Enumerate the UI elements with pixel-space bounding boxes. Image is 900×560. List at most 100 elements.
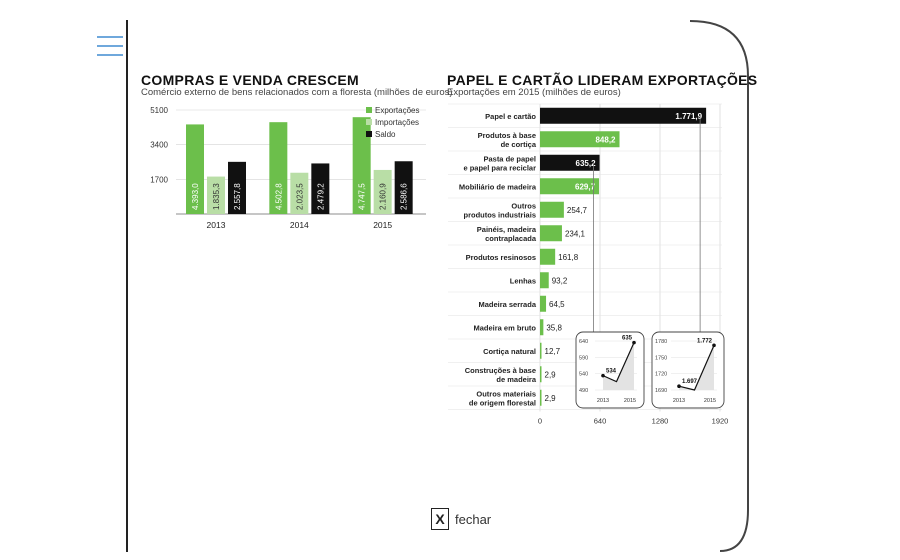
chart-1-legend-label: Importações — [375, 118, 419, 127]
chart-2-data-label: 635,2 — [576, 159, 597, 168]
chart-2-category-label: Produtos à base — [478, 131, 536, 140]
chart-2-bar — [540, 225, 562, 242]
inset-y-tick-label: 540 — [579, 372, 588, 378]
chart-2-x-tick-label: 1920 — [712, 417, 729, 426]
menu-icon[interactable] — [97, 36, 123, 56]
chart-1-data-label: 2.023,5 — [295, 183, 304, 210]
chart-2-category-label: Madeira em bruto — [473, 323, 536, 332]
chart-1-data-label: 2.479,2 — [316, 183, 325, 210]
inset-x-tick-label: 2013 — [673, 398, 685, 404]
chart-2-svg: 0 640 1280 1920 Papel e cartão 1.771,9 Produto… — [448, 103, 729, 426]
chart-1-bar — [228, 161, 246, 214]
chart-2-data-label: 1.771,9 — [675, 112, 702, 121]
chart-2-category-label: Produtos resinosos — [466, 253, 536, 262]
inset-point — [601, 373, 605, 378]
chart-2-data-label: 64,5 — [549, 300, 565, 309]
chart-1-title: COMPRAS E VENDA CRESCEM — [141, 72, 359, 88]
chart-1-bar — [207, 176, 225, 214]
chart-2-x-tick-label: 640 — [594, 417, 607, 426]
chart-2-category-label: produtos industriais — [463, 210, 536, 219]
chart-2-category-label: contraplacada — [485, 234, 537, 243]
inset-x-tick-label: 2015 — [624, 398, 636, 404]
inset-data-label: 534 — [606, 369, 617, 375]
chart-1-legend-label: Saldo — [375, 130, 396, 139]
inset-y-tick-label: 1690 — [655, 388, 667, 394]
inset-y-tick-label: 1750 — [655, 355, 667, 361]
chart-2-bar — [540, 272, 549, 289]
chart-1-legend-swatch — [366, 119, 372, 125]
chart-2-bar — [540, 319, 544, 336]
chart-1-bar — [186, 124, 204, 214]
chart-1-y-tick-label: 3400 — [150, 141, 168, 150]
inset-y-tick-label: 490 — [579, 388, 588, 394]
inset-x-tick-label: 2013 — [597, 398, 609, 404]
inset-line — [602, 342, 635, 383]
chart-2-category-label: Outros materiais — [476, 389, 536, 398]
chart-1-data-label: 4.502,8 — [274, 183, 283, 210]
chart-1-bar — [394, 161, 413, 214]
chart-2-category-label: Papel e cartão — [485, 112, 536, 121]
chart-1-data-label: 4.393,0 — [191, 183, 200, 210]
chart-2-category-label: Mobiliário de madeira — [459, 182, 537, 191]
inset-point — [712, 343, 716, 348]
panel-corner-frame — [690, 20, 749, 552]
inset-y-tick-label: 1780 — [655, 339, 667, 345]
chart-2-category-label: de origem florestal — [469, 398, 536, 407]
chart-1-bar — [352, 117, 371, 214]
chart-1-bar — [311, 163, 330, 214]
left-border-line — [126, 20, 128, 552]
chart-2-bar — [540, 366, 542, 383]
chart-1-legend-swatch — [366, 131, 372, 137]
chart-2-data-label: 2,9 — [545, 394, 557, 403]
chart-1-bar — [373, 169, 392, 214]
chart-2-data-label: 161,8 — [558, 253, 579, 262]
chart-1-data-label: 2.557,8 — [233, 183, 242, 210]
chart-1-data-label: 1.835,3 — [212, 183, 221, 210]
chart-2-category-label: de madeira — [496, 375, 536, 384]
chart-1-bar — [269, 122, 288, 214]
chart-1-data-label: 2.586,6 — [400, 183, 409, 210]
inset-point — [632, 340, 636, 345]
chart-1-data-label: 4.747,5 — [358, 183, 367, 210]
chart-1-legend-label: Exportações — [375, 106, 419, 115]
chart-2-data-label: 35,8 — [546, 323, 562, 332]
inset-line — [678, 345, 715, 391]
chart-2-category-label: Cortiça natural — [483, 347, 536, 356]
chart-2-bar — [540, 131, 620, 148]
chart-1-x-tick-label: 2015 — [373, 220, 392, 230]
chart-1-svg: 5100 3400 1700 4.393,0 1.835,3 2.557,8 2013 4.5… — [150, 106, 426, 230]
chart-1-legend-swatch — [366, 107, 372, 113]
chart-2-x-tick-label: 1280 — [652, 417, 669, 426]
chart-2-bar — [540, 154, 600, 171]
inset-y-tick-label: 590 — [579, 355, 588, 361]
chart-2-data-label: 234,1 — [565, 229, 586, 238]
close-button[interactable]: X fechar — [431, 508, 491, 530]
inset-x-tick-label: 2015 — [704, 398, 716, 404]
chart-2-category-label: Pasta de papel — [483, 154, 536, 163]
chart-2-bar — [540, 178, 600, 195]
chart-2-category-label: Painéis, madeira — [477, 225, 537, 234]
chart-2-category-label: Lenhas — [510, 276, 536, 285]
inset-y-tick-label: 1720 — [655, 372, 667, 378]
inset-y-tick-label: 640 — [579, 339, 588, 345]
inset-area — [603, 342, 634, 390]
chart-2-category-label: Construções à base — [465, 366, 536, 375]
chart-1-subtitle: Comércio externo de bens relacionados co… — [141, 87, 453, 98]
close-icon: X — [431, 508, 449, 530]
chart-1-x-tick-label: 2014 — [290, 220, 309, 230]
chart-2-category-label: Outros — [511, 201, 536, 210]
chart-2-subtitle: Exportações em 2015 (milhões de euros) — [447, 87, 621, 98]
inset-point — [677, 384, 681, 388]
inset-data-label: 635 — [622, 336, 633, 342]
chart-2-data-label: 629,7 — [575, 182, 596, 191]
chart-2-data-label: 254,7 — [567, 206, 588, 215]
chart-1-data-label: 2.160,9 — [379, 183, 388, 210]
inset-area — [679, 345, 714, 390]
close-label: fechar — [455, 511, 492, 527]
chart-1-x-tick-label: 2013 — [207, 220, 226, 230]
chart-2-category-label: e papel para reciclar — [463, 163, 536, 172]
chart-2-data-label: 93,2 — [552, 276, 568, 285]
chart-2-data-label: 2,9 — [545, 370, 557, 379]
chart-2-data-label: 12,7 — [545, 347, 561, 356]
chart-2-data-label: 848,2 — [595, 135, 616, 144]
